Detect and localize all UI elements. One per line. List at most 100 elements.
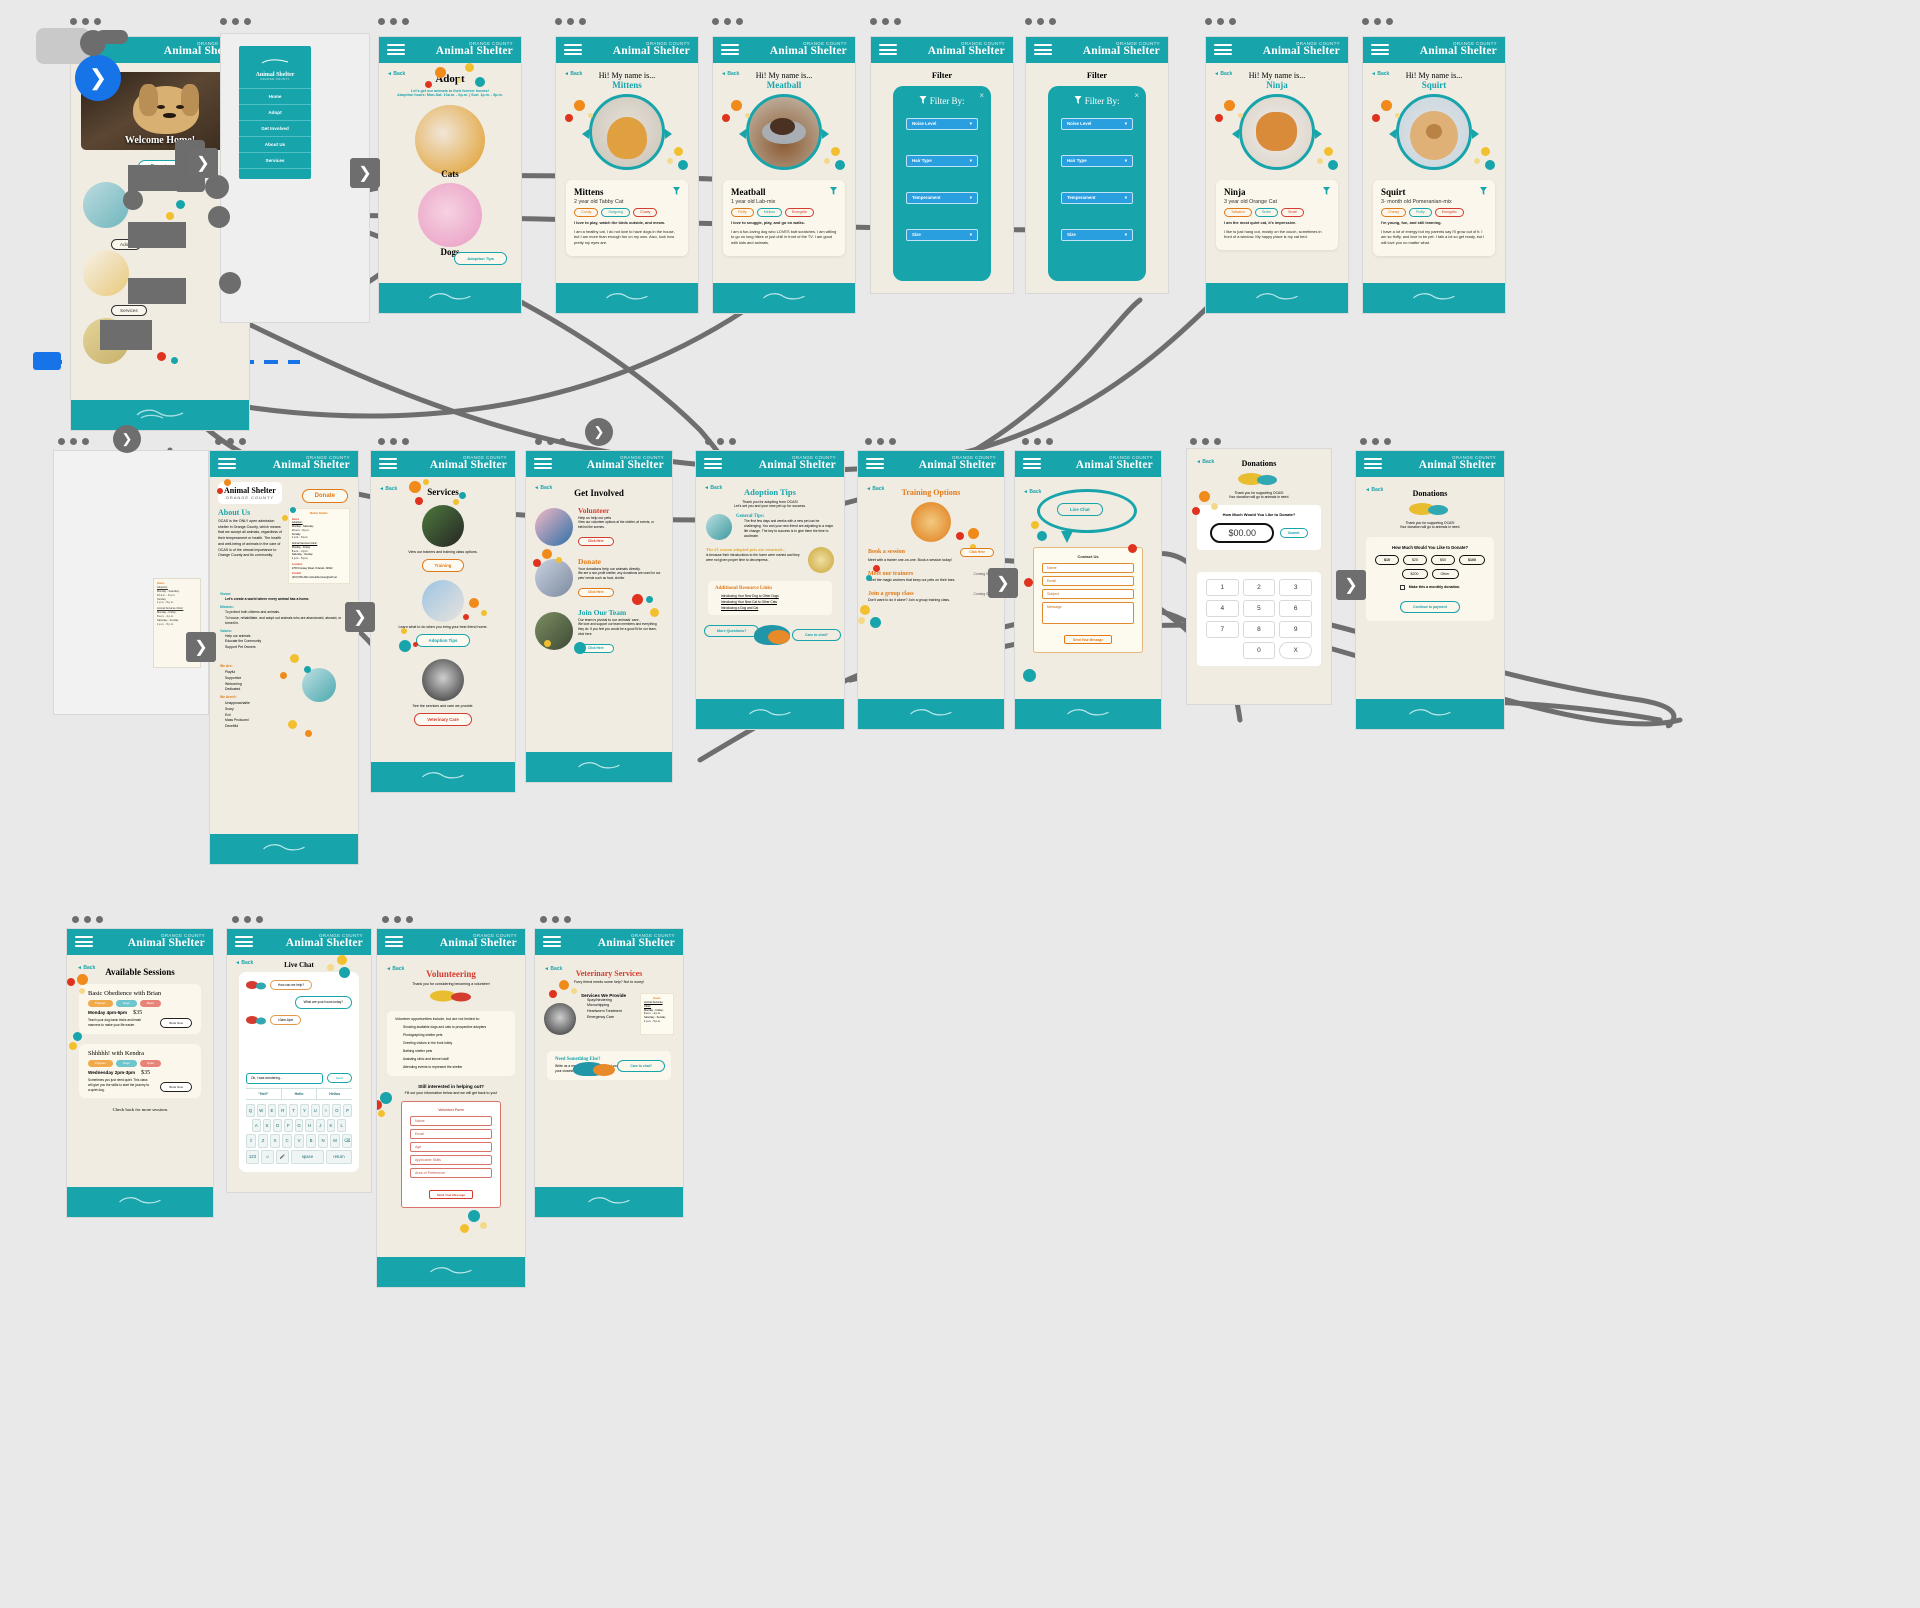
key-j[interactable]: J: [316, 1118, 325, 1132]
back-link[interactable]: ◄ Back: [387, 70, 406, 77]
filter-select-hair[interactable]: Hair Type ▾: [906, 154, 978, 167]
hamburger-icon[interactable]: [534, 458, 552, 470]
frame-donations-options[interactable]: ORANGE COUNTY Animal Shelter ◄ Back Donat…: [1355, 450, 1505, 730]
hamburger-icon[interactable]: [1023, 458, 1041, 470]
filter-select-hair[interactable]: Hair Type ▾: [1061, 154, 1133, 167]
key-x[interactable]: X: [270, 1133, 280, 1148]
amount-10[interactable]: $10: [1375, 554, 1399, 565]
frame-pet-meatball[interactable]: ORANGE COUNTY Animal Shelter ◄ Back Hi! M…: [712, 36, 856, 314]
key-l[interactable]: L: [337, 1118, 346, 1132]
filter-select-size[interactable]: Size ▾: [1061, 228, 1133, 241]
donate-click-here[interactable]: Click Here: [578, 587, 614, 597]
back-link[interactable]: ◄ Back: [1214, 70, 1233, 77]
back-link[interactable]: ◄ Back: [534, 484, 553, 491]
frame-training-options[interactable]: ORANGE COUNTY Animal Shelter ◄ Back Train…: [857, 450, 1005, 730]
flow-arrow-down[interactable]: ❯: [585, 418, 613, 446]
training-item-book[interactable]: Book a session Click Here Meet with a tr…: [858, 542, 1004, 563]
adoption-tips-button[interactable]: Adoption Tips: [415, 633, 471, 647]
hamburger-icon[interactable]: [721, 44, 739, 56]
adopt-cats-tile[interactable]: Cats: [379, 104, 521, 179]
hamburger-icon[interactable]: [1214, 44, 1232, 56]
flow-arrow-down[interactable]: ❯: [113, 425, 141, 453]
microphone-icon[interactable]: 🎤: [276, 1149, 289, 1164]
key-y[interactable]: Y: [300, 1103, 309, 1117]
session-card[interactable]: Shhhhh! with Kendra Puppies Dogs Quiet W…: [69, 1031, 201, 1099]
hamburger-icon[interactable]: [704, 458, 722, 470]
age-field[interactable]: Age: [410, 1141, 492, 1152]
hamburger-icon[interactable]: [385, 936, 403, 948]
hotspot[interactable]: [128, 278, 186, 304]
hamburger-icon[interactable]: [235, 936, 253, 948]
session-card[interactable]: Basic Obedience with Brian Puppies Dogs …: [67, 973, 201, 1034]
care-to-chat-button[interactable]: Care to chat?: [617, 1060, 665, 1073]
back-link[interactable]: ◄ Back: [379, 485, 398, 492]
filter-select-size[interactable]: Size ▾: [906, 228, 978, 241]
hamburger-icon[interactable]: [75, 936, 93, 948]
frame-live-chat[interactable]: ORANGE COUNTY Animal Shelter ◄ Back Live …: [226, 928, 372, 1193]
filter-select-noise[interactable]: Noise Level ▾: [906, 117, 978, 130]
amount-other[interactable]: Other: [1431, 568, 1459, 579]
send-button[interactable]: Send: [326, 1073, 352, 1084]
flow-arrow[interactable]: ❯: [1336, 570, 1366, 600]
submit-button[interactable]: Submit: [1280, 528, 1308, 538]
key-shift[interactable]: ⇧: [246, 1133, 256, 1148]
service-item-adoption-tips[interactable]: Learn what to do when you bring your bes…: [371, 579, 515, 652]
menu-item-about-us[interactable]: About Us: [239, 136, 311, 152]
services-pill[interactable]: Services: [111, 305, 147, 316]
book-click-here[interactable]: Click Here: [960, 547, 994, 557]
numeric-keypad[interactable]: 1 2 3 4 5 6 7 8 9 0 X: [1197, 572, 1321, 666]
donation-amount-input[interactable]: $00.00: [1210, 523, 1275, 543]
frame-volunteering[interactable]: ORANGE COUNTY Animal Shelter ◄ Back Volun…: [376, 928, 526, 1288]
filter-icon[interactable]: [673, 186, 680, 196]
key-g[interactable]: G: [294, 1118, 304, 1132]
resource-link[interactable]: Introducing a Dog and Cat: [721, 605, 759, 610]
hamburger-icon[interactable]: [1034, 44, 1052, 56]
key-f[interactable]: F: [284, 1118, 293, 1132]
filter-icon[interactable]: [1323, 186, 1330, 196]
amount-50[interactable]: $50: [1431, 554, 1455, 565]
frame-about-us[interactable]: ORANGE COUNTY Animal Shelter Animal Shelt…: [209, 450, 359, 865]
filter-select-noise[interactable]: Noise Level ▾: [1061, 117, 1133, 130]
send-message-button[interactable]: Send Your Message: [1064, 635, 1112, 645]
preference-field[interactable]: Area of Preference: [410, 1167, 492, 1178]
back-link[interactable]: ◄ Back: [866, 485, 885, 492]
key-4[interactable]: 4: [1206, 600, 1239, 617]
hamburger-icon[interactable]: [564, 44, 582, 56]
subject-field[interactable]: Subject: [1042, 588, 1134, 599]
frame-veterinary-services[interactable]: ORANGE COUNTY Animal Shelter ◄ Back Veter…: [534, 928, 684, 1218]
key-h[interactable]: H: [305, 1118, 314, 1132]
message-field[interactable]: Message: [1042, 601, 1134, 624]
menu-item-get-involved[interactable]: Get Involved: [239, 120, 311, 136]
key-u[interactable]: U: [310, 1103, 320, 1117]
back-link[interactable]: ◄ Back: [77, 964, 96, 971]
back-link[interactable]: ◄ Back: [544, 965, 563, 972]
prev-pet-arrow[interactable]: [1232, 128, 1239, 139]
key-r[interactable]: R: [278, 1103, 288, 1117]
next-pet-arrow[interactable]: [1315, 128, 1322, 139]
donate-button[interactable]: Donate: [301, 488, 348, 503]
book-now-button[interactable]: Book Now: [160, 1017, 192, 1028]
prev-pet-arrow[interactable]: [739, 128, 746, 139]
key-m[interactable]: M: [330, 1133, 340, 1148]
key-5[interactable]: 5: [1242, 600, 1276, 617]
hotspot[interactable]: [128, 222, 186, 248]
hamburger-icon[interactable]: [1364, 458, 1382, 470]
filter-icon[interactable]: [830, 186, 837, 196]
next-pet-arrow[interactable]: [822, 128, 829, 139]
hamburger-icon[interactable]: [387, 44, 405, 56]
back-link[interactable]: ◄ Back: [564, 70, 583, 77]
back-link[interactable]: ◄ Back: [235, 959, 254, 966]
flow-arrow[interactable]: ❯: [988, 568, 1018, 598]
filter-icon[interactable]: [1480, 186, 1487, 196]
key-b[interactable]: B: [306, 1133, 316, 1148]
filter-panel[interactable]: × Filter By: Noise Level ▾ Hair Type ▾ Tem…: [1048, 85, 1146, 281]
hamburger-icon[interactable]: [218, 458, 236, 470]
key-8[interactable]: 8: [1242, 621, 1276, 638]
menu-item-home[interactable]: Home: [239, 88, 311, 104]
back-link[interactable]: ◄ Back: [1196, 459, 1215, 465]
key-backspace[interactable]: ⌫: [342, 1133, 352, 1148]
back-link[interactable]: ◄ Back: [1365, 486, 1384, 493]
key-1[interactable]: 1: [1206, 579, 1239, 596]
menu-item-services[interactable]: Services: [239, 152, 311, 169]
more-questions-bubble[interactable]: More Questions?: [704, 624, 760, 637]
